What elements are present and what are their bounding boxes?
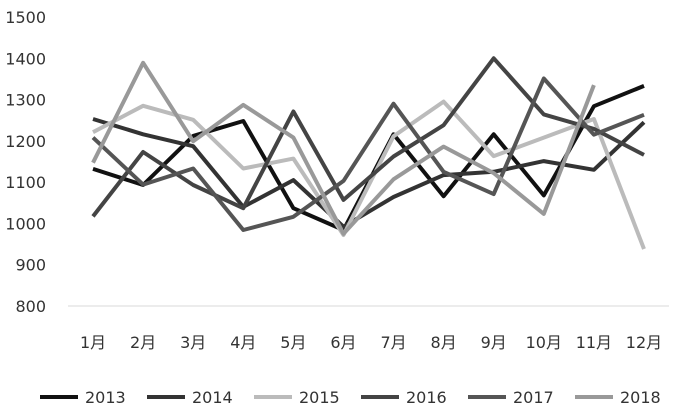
y-tick-label: 800 <box>15 297 46 316</box>
y-tick-label: 1400 <box>5 49 46 68</box>
x-tick-label: 7月 <box>380 333 406 352</box>
series-line-2016 <box>91 56 645 218</box>
legend-label-2015: 2015 <box>299 388 340 407</box>
x-tick-label: 3月 <box>180 333 206 352</box>
series-line-2017 <box>91 76 645 232</box>
legend: 2013 2014 2015 2016 2017 2018 <box>40 388 661 407</box>
y-tick-label: 1100 <box>5 173 46 192</box>
x-tick-label: 1月 <box>80 333 106 352</box>
series-line-2014 <box>92 117 646 229</box>
series-line-2015 <box>92 99 646 250</box>
x-tick-label: 12月 <box>626 333 662 352</box>
x-tick-label: 9月 <box>481 333 507 352</box>
legend-label-2014: 2014 <box>192 388 233 407</box>
x-tick-label: 2月 <box>130 333 156 352</box>
y-tick-label: 1200 <box>5 132 46 151</box>
series-line-2018 <box>91 60 596 236</box>
x-tick-label: 10月 <box>526 333 562 352</box>
x-tick-label: 5月 <box>280 333 306 352</box>
legend-label-2016: 2016 <box>406 388 447 407</box>
legend-label-2013: 2013 <box>85 388 126 407</box>
x-tick-label: 4月 <box>230 333 256 352</box>
x-tick-label: 6月 <box>330 333 356 352</box>
legend-label-2018: 2018 <box>620 388 661 407</box>
plot-area <box>91 56 646 250</box>
y-tick-label: 1300 <box>5 91 46 110</box>
x-axis: 1月 2月 3月 4月 5月 6月 7月 8月 9月 10月 11月 12月 <box>80 333 662 352</box>
x-tick-label: 11月 <box>576 333 612 352</box>
y-tick-label: 1500 <box>5 8 46 27</box>
legend-label-2017: 2017 <box>513 388 554 407</box>
x-tick-label: 8月 <box>431 333 457 352</box>
y-tick-label: 900 <box>15 256 46 275</box>
y-axis: 800 900 1000 1100 1200 1300 1400 1500 <box>5 8 46 316</box>
y-tick-label: 1000 <box>5 214 46 233</box>
